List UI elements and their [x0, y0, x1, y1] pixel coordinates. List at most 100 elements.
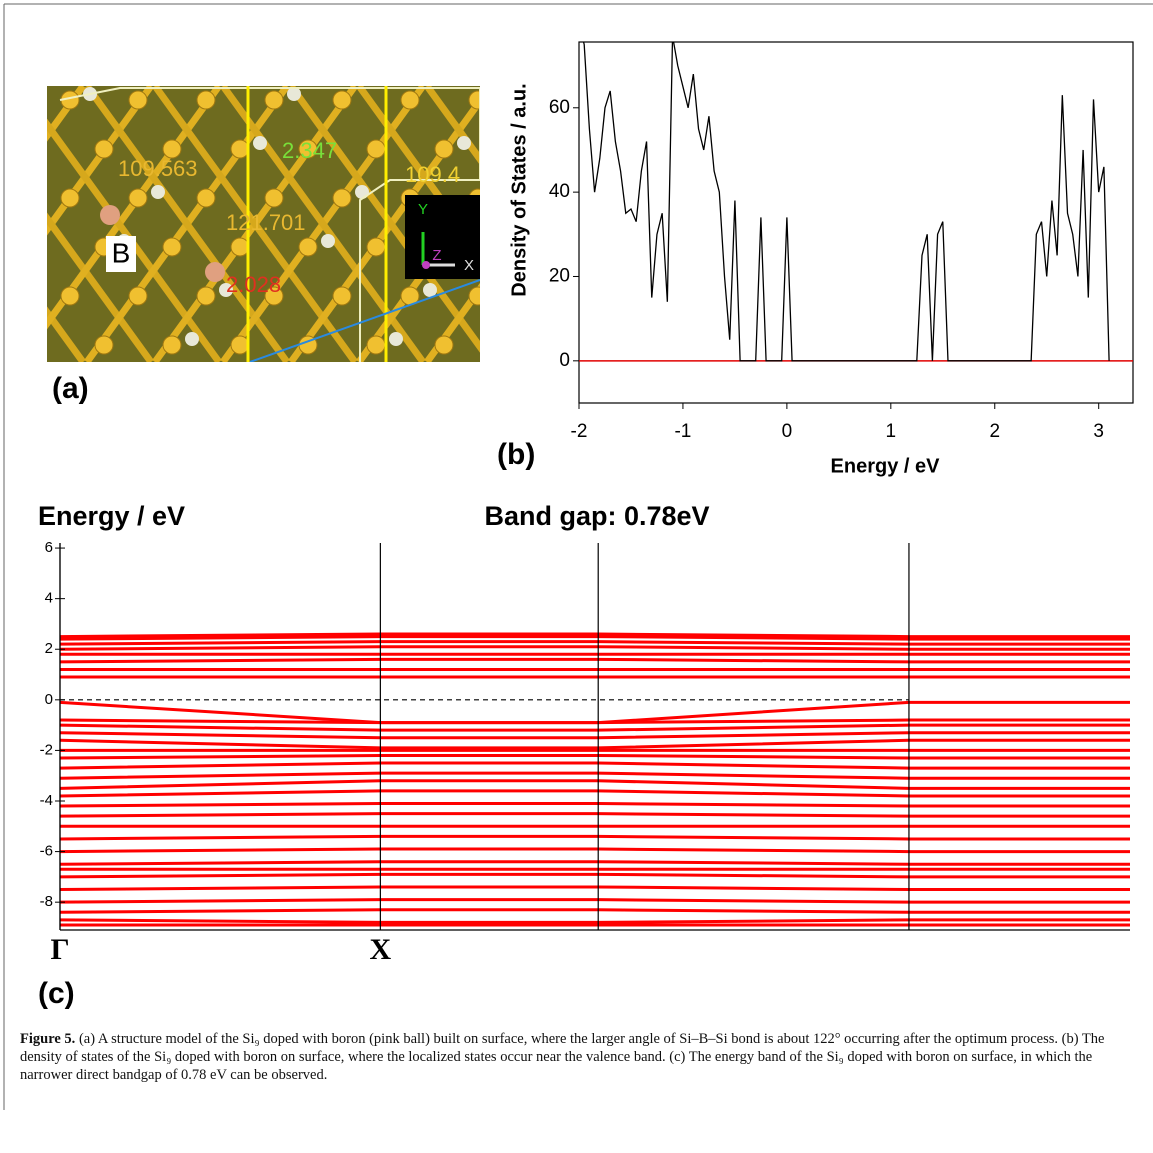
atom — [196, 286, 216, 306]
x-tick-label: X — [370, 933, 392, 966]
atom — [264, 90, 284, 110]
band-line — [59, 812, 1130, 818]
atom — [468, 286, 480, 306]
bond — [699, 86, 899, 362]
band-line — [59, 898, 1130, 904]
panel-label: (a) — [52, 372, 89, 405]
gizmo-axis — [422, 261, 430, 269]
y-tick-label: 40 — [549, 181, 570, 202]
atom — [366, 335, 386, 355]
band-line — [59, 657, 1130, 664]
y-tick-label: 4 — [45, 590, 53, 607]
atom-label-box — [106, 236, 136, 272]
bond — [0, 86, 15, 362]
atom — [389, 332, 403, 346]
atom — [491, 87, 505, 101]
axis-letter: X — [464, 257, 474, 274]
atom — [128, 90, 148, 110]
y-tick-label: -2 — [40, 741, 53, 758]
y-axis-label: Energy / eV — [38, 501, 185, 531]
y-axis-label: Density of States / a.u. — [508, 83, 530, 296]
bond-label: 2.028 — [226, 272, 281, 297]
axis-letter: Z — [432, 247, 441, 264]
atom — [94, 139, 114, 159]
atom — [196, 90, 216, 110]
y-tick-label: 0 — [45, 691, 53, 708]
atom — [332, 188, 352, 208]
x-axis-label: Energy / eV — [831, 455, 941, 477]
y-tick-label: -6 — [40, 843, 53, 860]
atom — [60, 188, 80, 208]
x-tick-label: 0 — [782, 421, 793, 442]
atom — [196, 188, 216, 208]
x-tick-label: 3 — [1093, 421, 1104, 442]
angle-label: 121.701 — [226, 210, 306, 235]
band-line — [59, 640, 1130, 646]
panel-label: (b) — [497, 438, 535, 471]
atom — [60, 286, 80, 306]
atom — [100, 205, 120, 225]
band-line — [59, 738, 1130, 750]
band-line — [59, 802, 1130, 808]
atom — [423, 283, 437, 297]
plot-frame — [578, 41, 1134, 404]
atom — [332, 286, 352, 306]
atom — [434, 335, 454, 355]
y-tick-label: 0 — [559, 350, 570, 371]
atom — [366, 237, 386, 257]
atom — [219, 283, 233, 297]
dos-line — [582, 42, 1110, 362]
band-line — [59, 872, 1130, 879]
band-line — [59, 789, 1130, 798]
cell-edge — [249, 279, 480, 362]
x-tick-label: 2 — [989, 421, 1000, 442]
band-line — [59, 847, 1130, 854]
band-line — [59, 723, 1130, 732]
band-line — [59, 771, 1130, 780]
bond — [424, 86, 480, 166]
chart-title: Band gap: 0.78eV — [484, 501, 709, 531]
panel-label: (c) — [38, 977, 75, 1010]
band-line — [59, 834, 1130, 841]
atom — [457, 136, 471, 150]
structure-labels: 109.563 2.347 109.4 121.701 2.028 B Y Z … — [106, 138, 480, 297]
band-line — [59, 918, 1130, 924]
atom — [162, 335, 182, 355]
atom — [332, 90, 352, 110]
band-line — [59, 731, 1130, 740]
y-tick-label: 60 — [549, 97, 570, 118]
band-line — [59, 860, 1130, 866]
atom — [230, 237, 250, 257]
atom — [128, 286, 148, 306]
bond — [424, 282, 480, 362]
band-line — [59, 779, 1130, 790]
angle-label: 109.4 — [405, 162, 460, 187]
bond-label: 2.347 — [282, 138, 337, 163]
caption-text: (a) A structure model of the Si₉ doped w… — [20, 1031, 1105, 1083]
atom — [264, 286, 284, 306]
atom — [434, 139, 454, 159]
atom — [287, 87, 301, 101]
band-line — [59, 908, 1130, 914]
y-tick-label: 2 — [45, 640, 53, 657]
caption-lead: Figure 5. — [20, 1031, 76, 1047]
band-line — [59, 761, 1130, 770]
band-line — [59, 885, 1130, 892]
atom-label: B — [112, 237, 131, 268]
x-tick-label: Γ — [50, 933, 69, 966]
caption: Figure 5. (a) A structure model of the S… — [20, 1030, 1135, 1084]
atom — [321, 234, 335, 248]
atom — [298, 237, 318, 257]
atom — [400, 90, 420, 110]
bond — [0, 86, 15, 362]
y-tick-label: 6 — [45, 539, 53, 556]
atom — [468, 90, 480, 110]
atom — [298, 139, 318, 159]
atom — [230, 139, 250, 159]
atom — [205, 262, 225, 282]
atom — [185, 332, 199, 346]
y-tick-label: -4 — [40, 792, 53, 809]
y-tick-label: 20 — [549, 265, 570, 286]
atom — [128, 188, 148, 208]
atom — [162, 139, 182, 159]
